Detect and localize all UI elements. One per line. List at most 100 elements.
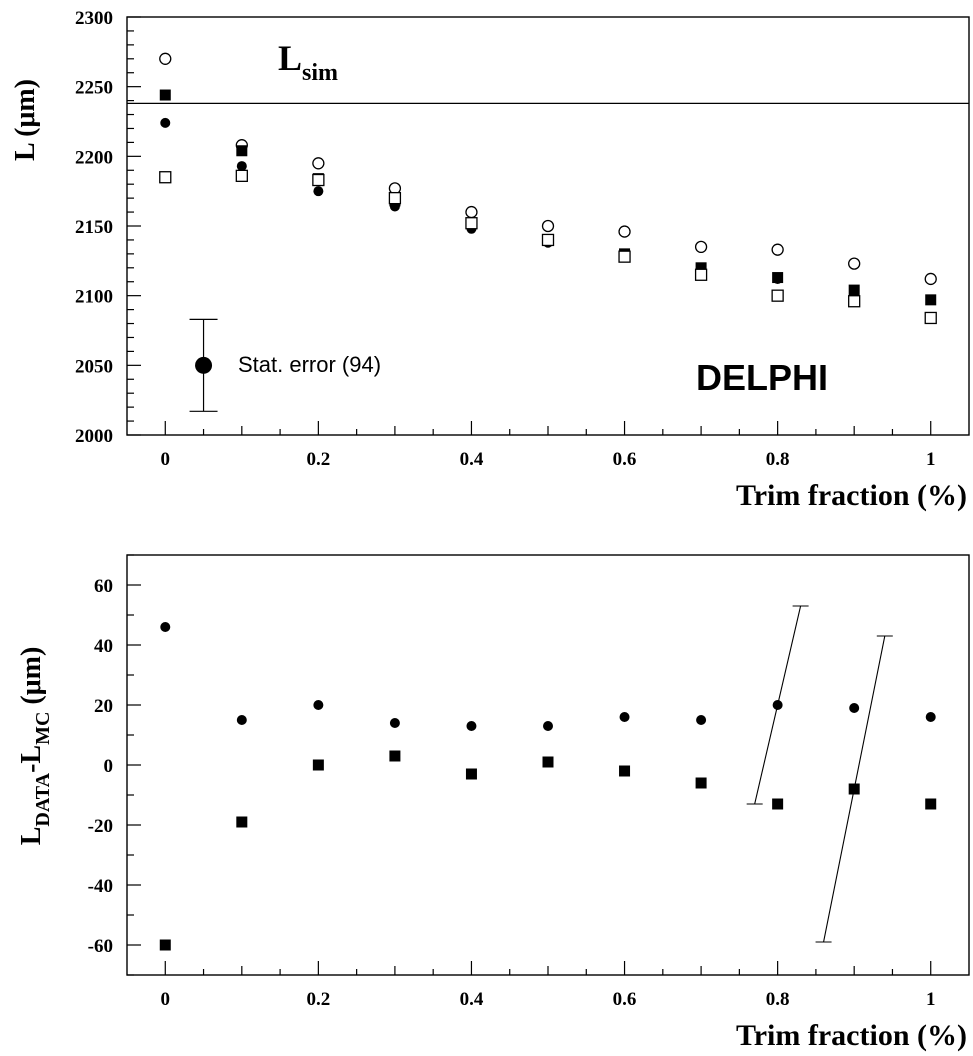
top-y-tick-label: 2200 [75,147,113,168]
bottom-y-title-l1: L [16,827,47,846]
top-data-point-open-square [312,173,325,187]
top-data-point-open-circle [312,157,325,170]
bottom-data-point-filled-square [925,798,937,810]
bottom-data-point-filled-circle [389,718,400,728]
top-x-tick-label: 1 [926,449,936,470]
top-data-point-open-square [388,191,402,205]
bottom-x-tick-label: 0.8 [766,989,790,1010]
top-y-tick-label: 2050 [75,356,113,377]
bottom-x-tick-label: 1 [926,989,936,1010]
lsim-label-sub: sim [302,60,338,86]
bottom-y-tick-label: 20 [94,696,113,717]
bottom-x-tick-label: 0.6 [613,989,637,1010]
top-x-axis-title: Trim fraction (%) [736,479,967,512]
bottom-data-point-filled-circle [925,712,936,722]
top-y-tick-label: 2150 [75,217,113,238]
top-ticks: 0 0.2 0.4 0.6 0.8 1 2000 2050 2100 2150 2200 2250 23… [75,8,935,470]
top-data-point-open-circle [924,272,937,286]
bottom-data-point-filled-square [312,759,324,771]
bottom-data-point-filled-square [236,816,248,828]
bottom-y-tick-label: 60 [94,576,113,597]
top-y-tick-label: 2000 [75,426,113,447]
top-data-point-open-square [618,250,631,263]
top-y-axis-title-unit: (μm) [10,79,41,137]
top-data-point-open-circle [848,257,861,270]
bottom-y-tick-label: -40 [88,876,113,897]
top-data-point-open-square [924,311,937,325]
bottom-chart: 0 0.2 0.4 0.6 0.8 1 -60 -40 -20 0 20 40 60 LDATA-LMC… [16,554,970,1052]
top-data-point-filled-circle [236,161,247,172]
bottom-y-title-dash: -L [16,745,47,773]
lsim-label: Lsim [278,38,338,86]
bottom-data-point-filled-square [159,939,171,951]
top-y-axis-title-main: L [10,143,41,161]
bottom-data-point-filled-circle [313,700,324,710]
top-data-point-open-square [541,233,555,247]
top-data-point-open-circle [618,225,631,238]
bottom-y-title-sub2: MC [32,712,54,745]
bottom-data-point-filled-circle [466,721,477,731]
top-x-tick-label: 0.6 [613,449,637,470]
bottom-y-tick-label: 0 [104,756,114,777]
top-data-point-filled-square [159,89,171,101]
bottom-data-point-filled-circle [619,712,630,722]
top-data-point-filled-circle [849,286,860,297]
top-data-point-open-square [694,268,708,281]
bottom-ticks: 0 0.2 0.4 0.6 0.8 1 -60 -40 -20 0 20 40 60 [88,554,936,1010]
bottom-x-tick-label: 0.2 [306,989,330,1010]
bottom-data-point-filled-square [389,750,401,762]
top-y-tick-label: 2300 [75,8,113,29]
top-chart: 0 0.2 0.4 0.6 0.8 1 2000 2050 2100 2150 2200 2250 23… [10,8,970,512]
bottom-data-point-filled-circle [543,721,553,731]
bottom-y-axis-title: LDATA-LMC (μm) [16,647,54,846]
bottom-data-point-filled-circle [160,622,171,632]
top-data-point-open-square [848,295,861,308]
bottom-x-tick-label: 0 [161,989,171,1010]
top-data-point-open-circle [694,240,708,254]
bottom-data-point-filled-square [772,798,784,810]
top-data-point-open-circle [159,52,172,65]
bottom-y-tick-label: -60 [88,936,113,957]
bottom-data-point-filled-circle [849,703,860,713]
top-data-point-open-square [465,217,478,230]
top-x-tick-label: 0.4 [460,449,484,470]
top-x-tick-label: 0 [161,449,171,470]
bottom-x-tick-label: 0.4 [460,989,484,1010]
lsim-label-main: L [278,38,302,78]
bottom-y-title-sub1: DATA [32,772,54,826]
top-data-point-open-square [235,169,248,182]
top-data-point-open-circle [465,205,478,219]
bottom-y-tick-label: -20 [88,816,113,837]
bottom-data-point-filled-square [619,765,631,777]
bottom-data-point-filled-square [542,756,554,768]
top-data-point-open-circle [771,243,784,256]
delphi-logo: DELPHI [696,357,828,398]
top-y-axis-title: L (μm) [10,79,41,161]
top-data-point-filled-circle [160,117,171,128]
bottom-data-point-filled-circle [696,715,707,725]
top-x-tick-label: 0.8 [766,449,790,470]
bottom-marks [159,605,937,951]
bottom-y-tick-label: 40 [94,636,113,657]
bottom-y-title-unit: (μm) [16,647,47,712]
top-marks [127,52,969,412]
stat-error-label: Stat. error (94) [238,352,381,377]
bottom-error-bar [823,635,886,943]
top-data-point-filled-circle [313,186,324,197]
bottom-data-point-filled-square [465,768,477,780]
bottom-data-point-filled-square [695,777,707,789]
bottom-error-bar [754,605,802,805]
stat-error-marker [195,356,213,374]
top-data-point-open-square [159,171,172,184]
bottom-x-axis-title: Trim fraction (%) [736,1019,967,1052]
top-y-tick-label: 2250 [75,78,113,99]
top-data-point-filled-circle [925,294,936,305]
bottom-data-point-filled-circle [236,715,247,725]
top-data-point-open-square [771,289,784,302]
top-x-tick-label: 0.2 [306,449,330,470]
top-data-point-filled-square [236,145,248,157]
top-y-tick-label: 2100 [75,287,113,308]
top-data-point-open-circle [541,219,555,233]
top-data-point-filled-circle [772,273,783,284]
